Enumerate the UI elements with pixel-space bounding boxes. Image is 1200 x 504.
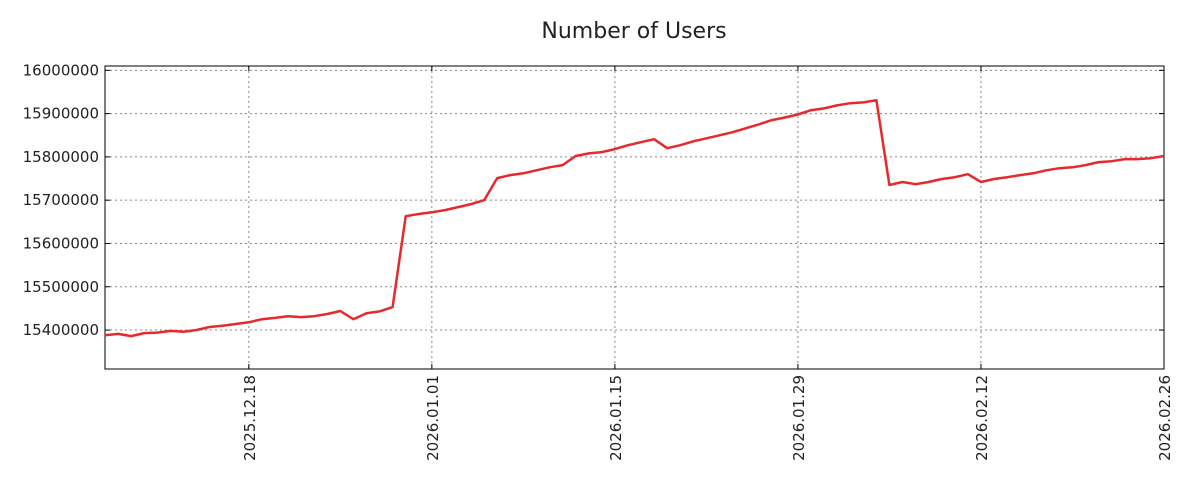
y-tick-label: 15900000 [23,105,99,123]
y-tick-label: 15400000 [23,321,99,339]
plot-frame [105,66,1164,369]
x-axis: 2025.12.18 2026.01.01 2026.01.15 2026.01.29… [241,66,1174,461]
y-axis: 15400000 15500000 15600000 15700000 15800000… [23,61,1164,339]
x-tick-label: 2026.02.12 [973,375,991,461]
x-tick-label: 2026.01.15 [607,375,625,461]
y-tick-label: 15800000 [23,148,99,166]
grid [105,66,1164,369]
chart-title: Number of Users [541,19,726,44]
series-line [105,100,1164,336]
series-group [105,100,1164,336]
x-tick-label: 2026.01.01 [424,375,442,461]
x-tick-label: 2026.01.29 [790,375,808,461]
x-tick-label: 2025.12.18 [241,375,259,461]
y-tick-label: 15700000 [23,191,99,209]
y-tick-label: 15600000 [23,234,99,252]
y-tick-label: 16000000 [23,61,99,79]
x-tick-label: 2026.02.26 [1156,375,1174,461]
y-tick-label: 15500000 [23,278,99,296]
